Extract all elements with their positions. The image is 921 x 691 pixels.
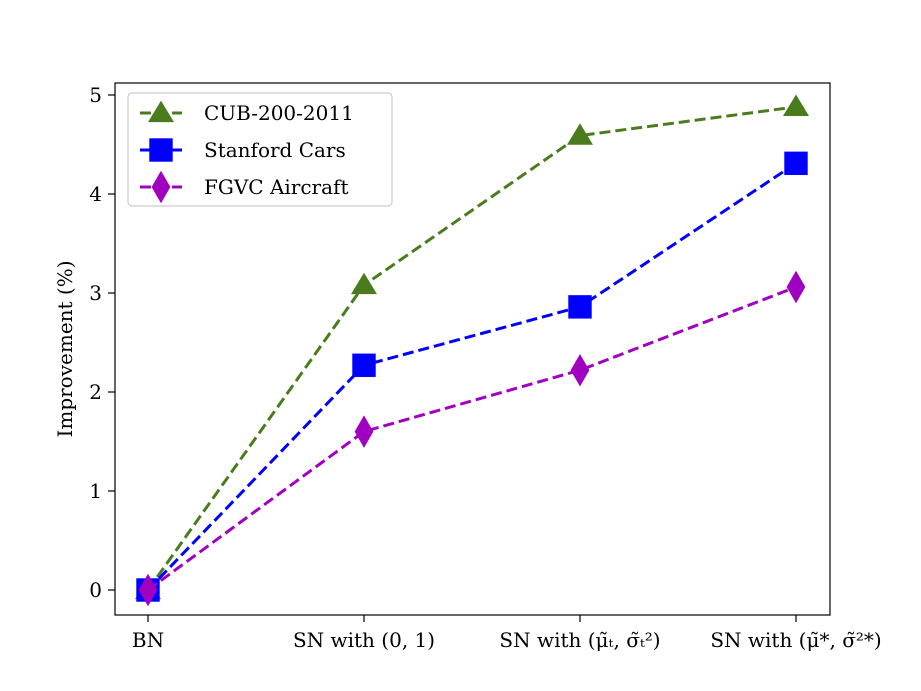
data-point: [783, 94, 809, 116]
data-point: [570, 353, 590, 387]
y-tick-label: 2: [89, 380, 102, 404]
y-tick-label: 0: [89, 578, 102, 602]
series-line: [147, 285, 797, 592]
legend-marker: [151, 170, 171, 204]
legend-item: FGVC Aircraft: [140, 170, 348, 204]
y-tick-label: 3: [89, 281, 102, 305]
x-tick-label: BN: [132, 628, 164, 652]
x-axis: BN SN with (0, 1) SN with (μ̃ₜ, σ̃ₜ²) SN wi…: [132, 615, 882, 652]
data-point: [138, 573, 158, 607]
data-point: [568, 295, 592, 319]
x-tick-label: SN with (μ̃*, σ̃²*): [710, 628, 881, 652]
legend-label: CUB-200-2011: [204, 101, 354, 125]
y-axis-title: Improvement (%): [53, 260, 77, 437]
legend-label: Stanford Cars: [204, 138, 346, 162]
legend-item: CUB-200-2011: [140, 100, 354, 125]
legend-marker: [149, 138, 173, 162]
data-point: [354, 415, 374, 448]
data-point: [351, 272, 377, 295]
legend-marker: [148, 100, 174, 123]
series-line: [146, 105, 797, 591]
series-2: [138, 270, 806, 607]
y-tick-label: 1: [89, 479, 102, 503]
data-point: [352, 353, 376, 377]
y-tick-label: 4: [89, 182, 102, 206]
x-tick-label: SN with (0, 1): [293, 628, 435, 652]
legend-item: Stanford Cars: [140, 138, 346, 162]
legend-label: FGVC Aircraft: [204, 175, 348, 199]
x-tick-label: SN with (μ̃ₜ, σ̃ₜ²): [499, 628, 660, 652]
y-axis: 0 1 2 3 4 5: [89, 83, 115, 602]
data-point: [567, 123, 593, 145]
legend: CUB-200-2011 Stanford Cars FGVC Aircraft: [127, 92, 393, 207]
legend-frame: [127, 92, 393, 207]
y-tick-label: 5: [89, 83, 102, 107]
series-line: [146, 162, 797, 592]
series-layer: [135, 94, 809, 607]
data-point: [786, 270, 806, 304]
data-point: [784, 151, 808, 176]
